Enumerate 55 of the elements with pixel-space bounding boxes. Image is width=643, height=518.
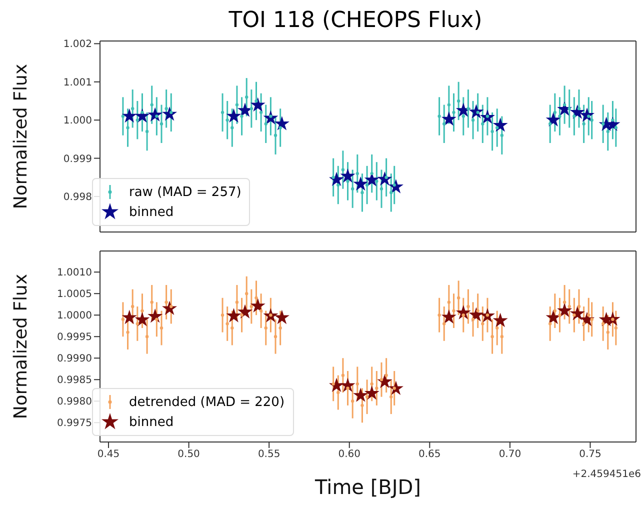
point [492, 312, 508, 328]
point [353, 176, 368, 191]
y-tick-label: 0.9985 [57, 375, 92, 386]
y-tick-label: 0.999 [63, 154, 92, 165]
text: +2.459451e6 [572, 469, 641, 480]
x-tick-label: 0.65 [418, 449, 441, 460]
y-tick-label: 1.000 [63, 116, 92, 127]
x-tick-label: 0.45 [97, 449, 120, 460]
x-tick-label: 0.75 [579, 449, 602, 460]
y-tick-label: 1.0005 [57, 289, 92, 300]
point [377, 374, 392, 388]
y-tick-label: 0.9990 [57, 354, 92, 365]
x-tick-label: 0.60 [338, 449, 361, 460]
point [274, 310, 290, 324]
point [377, 171, 392, 186]
point [492, 118, 508, 132]
point [546, 112, 561, 126]
y-tick-label: 1.0000 [57, 310, 92, 322]
point [441, 309, 456, 324]
y-tick-label: 0.9980 [57, 396, 92, 408]
point [340, 168, 356, 183]
x-tick-label: 0.55 [258, 449, 280, 460]
y-tick-label: 0.9975 [57, 418, 92, 430]
y-tick-label: 1.002 [63, 39, 92, 50]
x-axis-title: Time [BJD] [314, 475, 421, 499]
y-tick-label: 0.9995 [57, 332, 92, 344]
point [134, 312, 150, 326]
point [329, 172, 344, 186]
point [353, 388, 368, 402]
point [122, 108, 137, 123]
point [226, 108, 242, 123]
point [456, 102, 471, 117]
x-tick-label: 0.50 [178, 449, 200, 460]
y-axis-title: Normalized Flux [10, 64, 32, 210]
y-tick-label: 1.0010 [57, 268, 92, 279]
point [226, 308, 242, 322]
point [122, 310, 137, 324]
point [250, 97, 266, 112]
point [250, 298, 266, 312]
legend-label: raw (MAD = 257) [129, 184, 242, 200]
chart-title: TOI 118 (CHEOPS Flux) [228, 8, 484, 34]
legend-label: binned [129, 204, 174, 220]
point [237, 304, 253, 318]
y-axis-title: Normalized Flux [10, 274, 32, 420]
legend-label: detrended (MAD = 220) [129, 394, 285, 410]
point [274, 116, 290, 130]
y-tick-label: 0.998 [63, 192, 92, 204]
point [570, 306, 585, 320]
point [364, 385, 380, 400]
point [557, 302, 572, 318]
legend-label: binned [129, 414, 174, 430]
point [546, 310, 561, 324]
point [441, 111, 456, 126]
y-tick-label: 1.001 [63, 77, 92, 88]
x-tick-label: 0.70 [498, 449, 522, 460]
